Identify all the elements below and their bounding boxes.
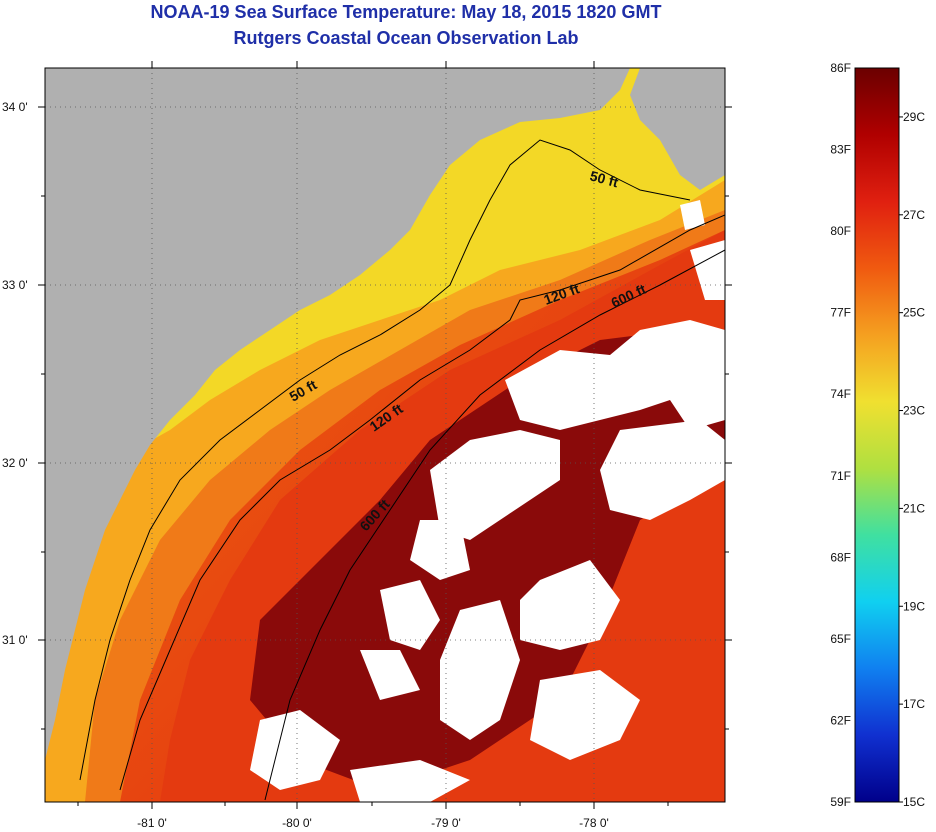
land-northeast	[630, 68, 725, 190]
colorbar-label-c: 17C	[903, 697, 925, 711]
colorbar-label-f: 65F	[830, 632, 851, 646]
map-frame	[44, 67, 726, 803]
colorbar-label-c: 29C	[903, 110, 925, 124]
land-area	[45, 68, 630, 760]
contour-label-50ft-north: 50 ft	[588, 167, 620, 190]
map-content: 50 ft 50 ft 120 ft 120 ft 600 ft 600 ft	[45, 68, 725, 802]
lat-label-32: 32 0'	[2, 456, 28, 470]
colorbar-label-f: 80F	[830, 224, 851, 238]
colorbar-label-f: 71F	[830, 469, 851, 483]
lat-label-31: 31 0'	[2, 633, 28, 647]
colorbar-label-f: 77F	[830, 306, 851, 320]
map-title: NOAA-19 Sea Surface Temperature: May 18,…	[150, 2, 662, 22]
colorbar-label-f: 68F	[830, 550, 851, 564]
lon-label-78: -78 0'	[579, 816, 609, 830]
isobath-120ft	[119, 214, 725, 791]
map-subtitle: Rutgers Coastal Ocean Observation Lab	[233, 28, 579, 48]
cloud-mask	[250, 200, 725, 802]
colorbar-label-c: 23C	[903, 404, 925, 418]
lon-label-80: -80 0'	[282, 816, 312, 830]
latitude-axis: 34 0' 33 0' 32 0' 31 0'	[2, 100, 732, 730]
longitude-axis: -81 0' -80 0' -79 0' -78 0'	[77, 61, 669, 830]
colorbar-label-f: 59F	[830, 795, 851, 809]
lon-label-81: -81 0'	[137, 816, 167, 830]
colorbar-ticks: 86F 83F 80F 77F 74F 71F 68F 65F 62F 59F 29C 27C 25C 2…	[830, 61, 925, 809]
colorbar-label-f: 74F	[830, 387, 851, 401]
lon-label-79: -79 0'	[431, 816, 461, 830]
colorbar-label-c: 19C	[903, 599, 925, 613]
isobaths	[79, 139, 725, 801]
isobath-600ft	[264, 249, 725, 801]
lat-label-33: 33 0'	[2, 278, 28, 292]
colorbar-label-f: 62F	[830, 713, 851, 727]
isobath-50ft	[79, 139, 691, 781]
lat-label-34: 34 0'	[2, 100, 28, 114]
colorbar-label-f: 86F	[830, 61, 851, 75]
colorbar-label-c: 25C	[903, 306, 925, 320]
colorbar-label-c: 21C	[903, 501, 925, 515]
colorbar-label-f: 83F	[830, 143, 851, 157]
colorbar-label-c: 15C	[903, 795, 925, 809]
graticule	[45, 68, 725, 802]
colorbar-bar	[854, 67, 900, 803]
colorbar-label-c: 27C	[903, 208, 925, 222]
gulf-stream-core	[250, 330, 725, 790]
